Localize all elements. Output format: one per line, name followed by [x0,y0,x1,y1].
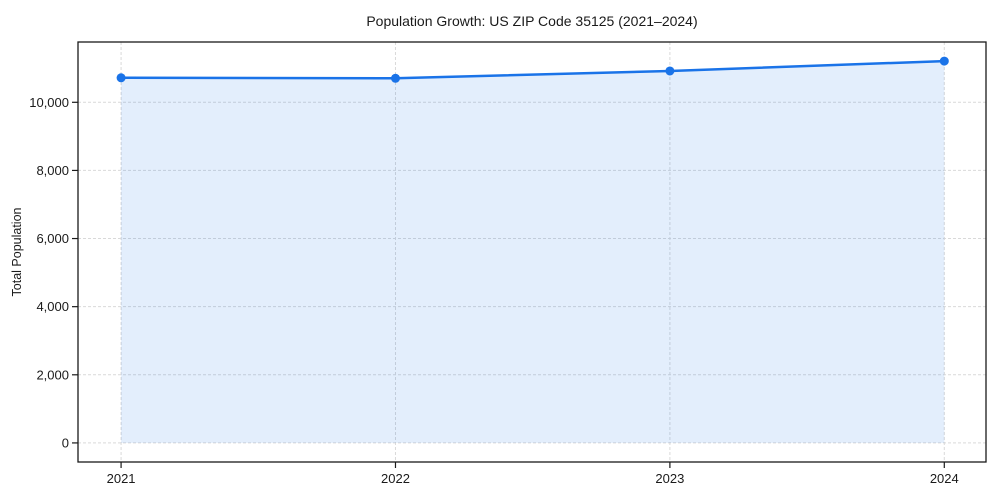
y-tick-label: 8,000 [36,163,69,178]
y-tick-label: 10,000 [29,95,69,110]
x-tick-label: 2022 [381,471,410,486]
data-point-2021 [116,73,126,83]
y-tick-label: 2,000 [36,367,69,382]
x-tick-label: 2023 [655,471,684,486]
population-line [119,59,946,80]
data-point-2023 [665,66,675,76]
y-tick-label: 0 [62,435,69,450]
y-tick-label: 4,000 [36,299,69,314]
x-tick-label: 2024 [930,471,959,486]
area-fill [121,61,945,443]
chart-title: Population Growth: US ZIP Code 35125 (20… [366,13,698,29]
x-tick-label: 2021 [107,471,136,486]
data-point-2024 [939,56,949,66]
y-tick-label: 6,000 [36,231,69,246]
plot-border [77,41,987,463]
data-point-2022 [390,73,400,83]
